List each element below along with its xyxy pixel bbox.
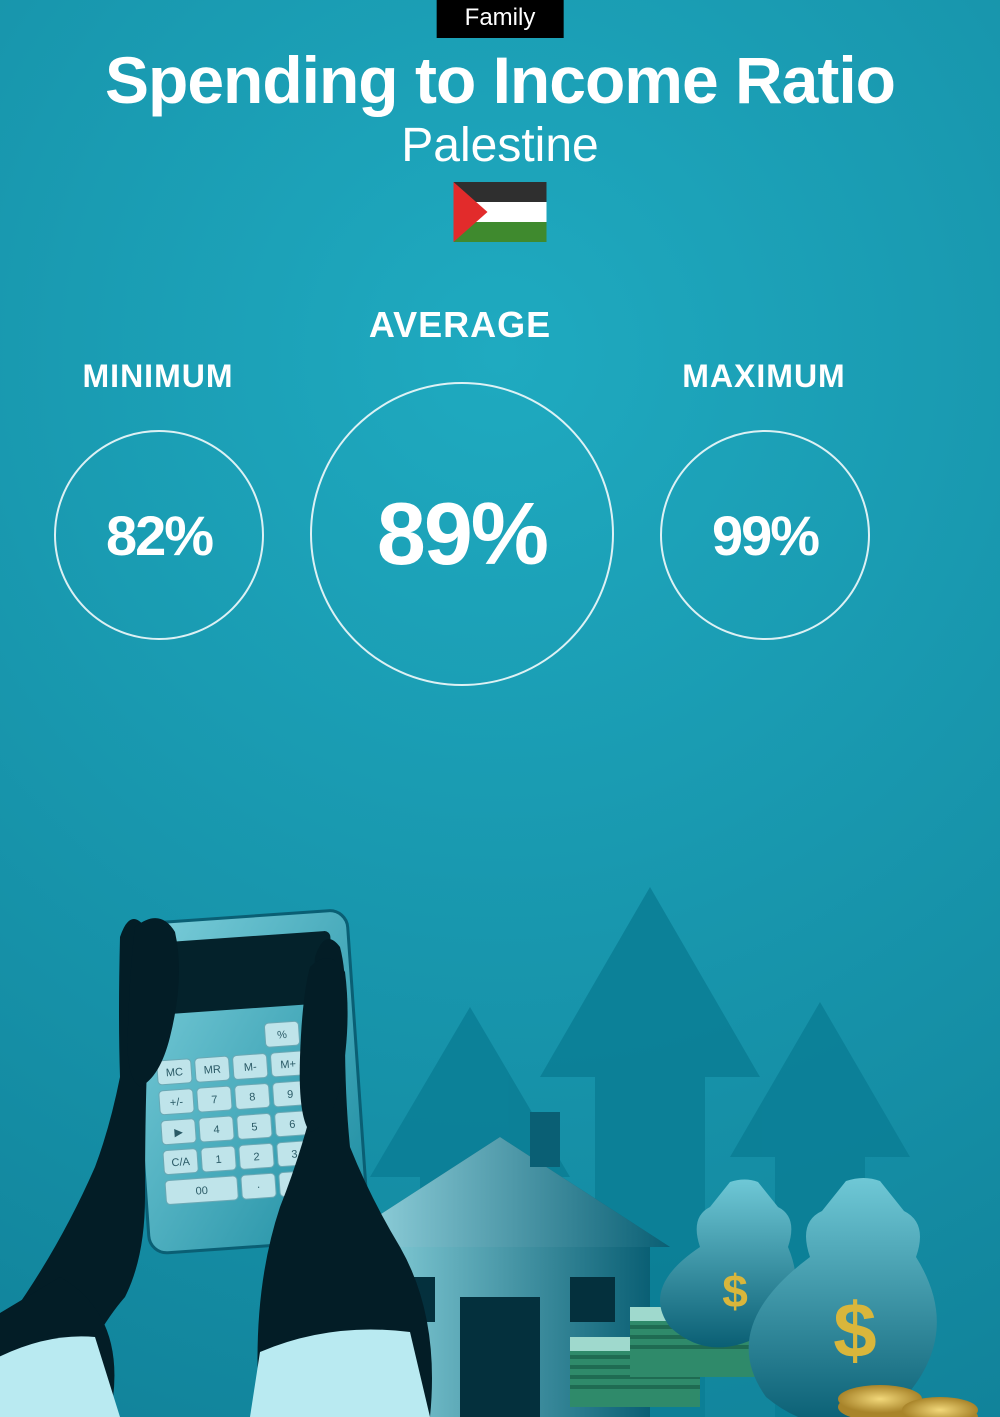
svg-text:-: -	[328, 1116, 333, 1128]
svg-text:x: x	[325, 1086, 332, 1098]
minimum-value: 82%	[106, 503, 212, 568]
calculator-icon: MC MR M- M+: +/- 7 8 9 x ▶ 4 5 6 - C/A 1 2 3 + 00 · 0 = % M…	[127, 909, 369, 1254]
svg-text:4: 4	[213, 1124, 220, 1136]
svg-text:1: 1	[215, 1154, 222, 1166]
svg-text:·: ·	[256, 1181, 261, 1193]
svg-text:+: +	[329, 1146, 336, 1158]
svg-text:$: $	[833, 1286, 876, 1374]
svg-text:3: 3	[291, 1148, 298, 1160]
maximum-label: MAXIMUM	[664, 358, 864, 395]
svg-text:2: 2	[253, 1151, 260, 1163]
coins-icon	[838, 1385, 978, 1417]
svg-text:0: 0	[293, 1178, 300, 1190]
svg-text:=: =	[331, 1176, 338, 1188]
svg-text:%: %	[277, 1029, 288, 1042]
country-name: Palestine	[0, 118, 1000, 173]
money-bag-icon: $	[749, 1178, 937, 1417]
svg-text:8: 8	[249, 1091, 256, 1103]
flag-icon	[454, 182, 547, 242]
maximum-value: 99%	[712, 503, 818, 568]
minimum-label: MINIMUM	[58, 358, 258, 395]
svg-text:M-: M-	[243, 1061, 257, 1074]
svg-text::: :	[324, 1056, 328, 1068]
svg-text:MR: MR	[203, 1064, 221, 1077]
hands-icon	[0, 918, 432, 1417]
svg-text:MU: MU	[313, 1026, 331, 1039]
svg-text:▶: ▶	[174, 1126, 184, 1139]
money-stack-icon	[570, 1307, 760, 1407]
svg-text:00: 00	[195, 1185, 208, 1198]
svg-text:$: $	[722, 1265, 748, 1317]
finance-illustration: $ $ MC MR M- M+: +/- 7 8 9 x ▶ 4 5 6 - C/A 1 2 3 + 00 ·	[0, 777, 1000, 1417]
svg-text:MC: MC	[165, 1066, 183, 1079]
svg-text:C/A: C/A	[171, 1156, 191, 1169]
maximum-circle: 99%	[660, 430, 870, 640]
svg-text:6: 6	[289, 1119, 296, 1131]
svg-text:5: 5	[251, 1121, 258, 1133]
average-label: AVERAGE	[360, 304, 560, 346]
category-badge: Family	[437, 0, 564, 38]
house-icon	[330, 1112, 670, 1417]
average-value: 89%	[377, 483, 547, 585]
svg-text:9: 9	[287, 1089, 294, 1101]
svg-text:+/-: +/-	[170, 1096, 184, 1109]
money-bag-small-icon: $	[660, 1180, 796, 1348]
svg-text:M+: M+	[280, 1058, 296, 1071]
svg-text:7: 7	[211, 1094, 218, 1106]
average-circle: 89%	[310, 382, 614, 686]
category-badge-label: Family	[465, 4, 536, 31]
page-title: Spending to Income Ratio	[0, 42, 1000, 118]
minimum-circle: 82%	[54, 430, 264, 640]
